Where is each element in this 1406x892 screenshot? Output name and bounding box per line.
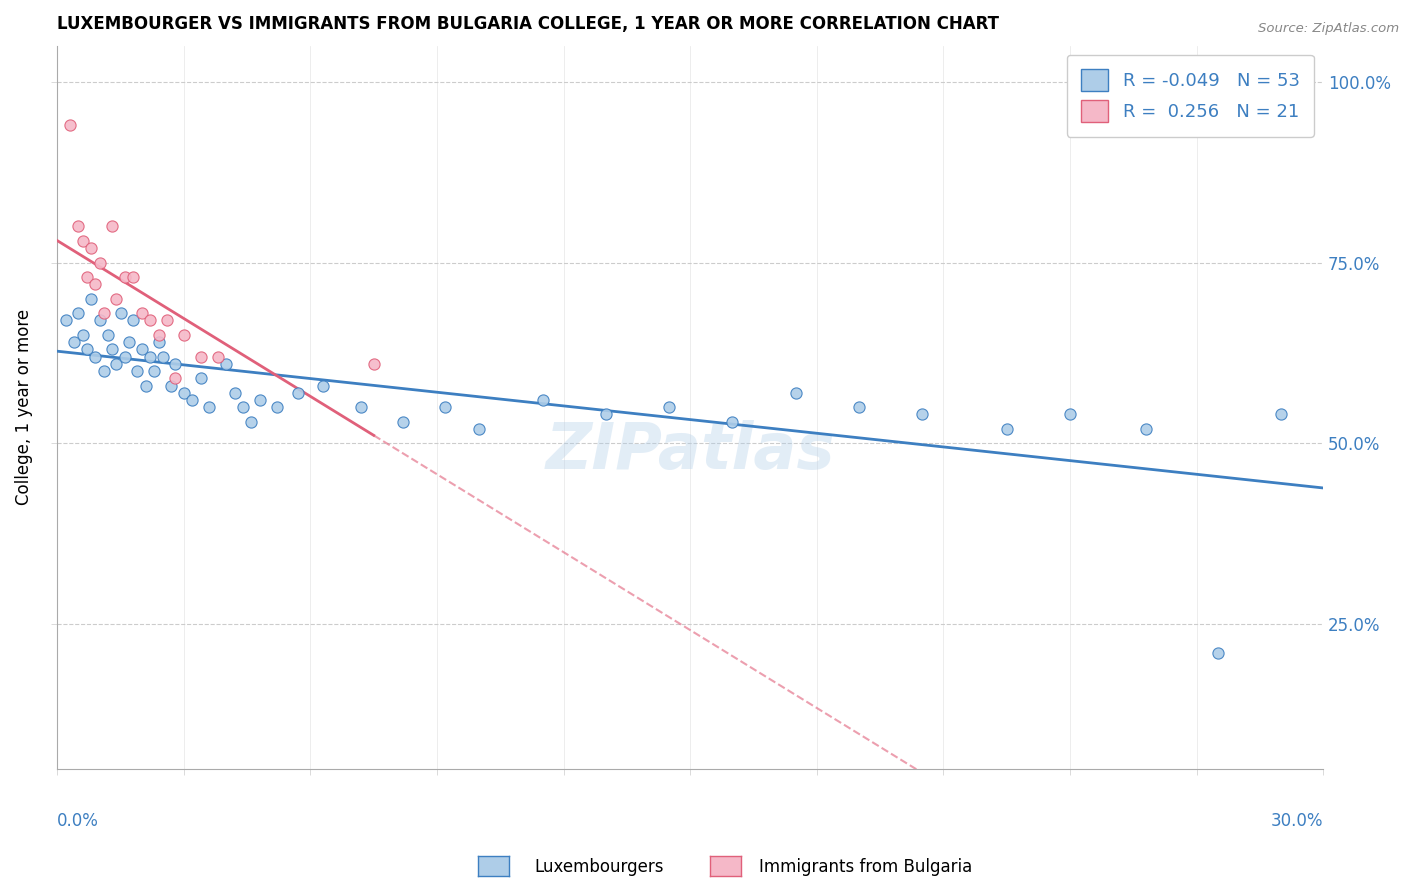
Point: [911, 408, 934, 422]
Point: [190, 350, 212, 364]
Point: [72, 234, 94, 248]
Point: [363, 357, 385, 371]
Point: [785, 385, 807, 400]
Point: [131, 306, 153, 320]
Point: [173, 327, 195, 342]
Point: [156, 313, 179, 327]
Point: [207, 350, 229, 364]
Text: Luxembourgers: Luxembourgers: [534, 858, 664, 876]
Point: [139, 350, 162, 364]
Point: [1270, 408, 1292, 422]
Point: [80, 241, 103, 255]
Text: Source: ZipAtlas.com: Source: ZipAtlas.com: [1258, 22, 1399, 36]
Text: Immigrants from Bulgaria: Immigrants from Bulgaria: [759, 858, 973, 876]
Point: [148, 327, 170, 342]
Text: ZIPatlas: ZIPatlas: [546, 419, 835, 482]
Point: [101, 219, 124, 234]
Point: [122, 313, 145, 327]
Point: [63, 335, 86, 350]
Point: [848, 401, 870, 415]
Point: [266, 401, 288, 415]
Point: [135, 378, 157, 392]
Point: [249, 392, 271, 407]
Point: [198, 401, 221, 415]
Point: [72, 327, 94, 342]
Point: [89, 313, 111, 327]
Point: [995, 422, 1018, 436]
Point: [122, 270, 145, 285]
Point: [118, 335, 141, 350]
Point: [105, 292, 128, 306]
Point: [531, 392, 554, 407]
Point: [59, 118, 82, 132]
Point: [350, 401, 373, 415]
Point: [97, 327, 120, 342]
Point: [67, 219, 90, 234]
Point: [468, 422, 491, 436]
Point: [434, 401, 457, 415]
Point: [152, 350, 174, 364]
Point: [76, 343, 98, 357]
Point: [392, 415, 415, 429]
Point: [312, 378, 335, 392]
Point: [232, 401, 254, 415]
Legend: R = -0.049   N = 53, R =  0.256   N = 21: R = -0.049 N = 53, R = 0.256 N = 21: [1067, 54, 1315, 136]
Y-axis label: College, 1 year or more: College, 1 year or more: [15, 310, 32, 505]
Point: [101, 343, 124, 357]
Point: [595, 408, 617, 422]
Point: [89, 255, 111, 269]
Point: [181, 392, 204, 407]
Point: [93, 364, 115, 378]
Point: [240, 415, 263, 429]
Point: [143, 364, 166, 378]
Text: 0.0%: 0.0%: [58, 812, 100, 830]
Point: [76, 270, 98, 285]
Point: [1059, 408, 1081, 422]
Point: [105, 357, 128, 371]
Point: [127, 364, 149, 378]
Point: [224, 385, 246, 400]
Point: [173, 385, 195, 400]
Point: [114, 270, 136, 285]
Point: [67, 306, 90, 320]
Point: [721, 415, 744, 429]
Point: [110, 306, 132, 320]
Point: [139, 313, 162, 327]
Point: [160, 378, 183, 392]
Point: [165, 357, 187, 371]
Point: [1206, 646, 1229, 660]
Point: [215, 357, 238, 371]
Point: [148, 335, 170, 350]
Point: [114, 350, 136, 364]
Point: [84, 277, 107, 292]
Point: [84, 350, 107, 364]
Point: [131, 343, 153, 357]
Point: [287, 385, 309, 400]
Point: [55, 313, 77, 327]
Text: LUXEMBOURGER VS IMMIGRANTS FROM BULGARIA COLLEGE, 1 YEAR OR MORE CORRELATION CHA: LUXEMBOURGER VS IMMIGRANTS FROM BULGARIA…: [58, 15, 1000, 33]
Point: [190, 371, 212, 385]
Point: [1135, 422, 1157, 436]
Text: 30.0%: 30.0%: [1271, 812, 1323, 830]
Point: [658, 401, 681, 415]
Point: [165, 371, 187, 385]
Point: [80, 292, 103, 306]
Point: [93, 306, 115, 320]
